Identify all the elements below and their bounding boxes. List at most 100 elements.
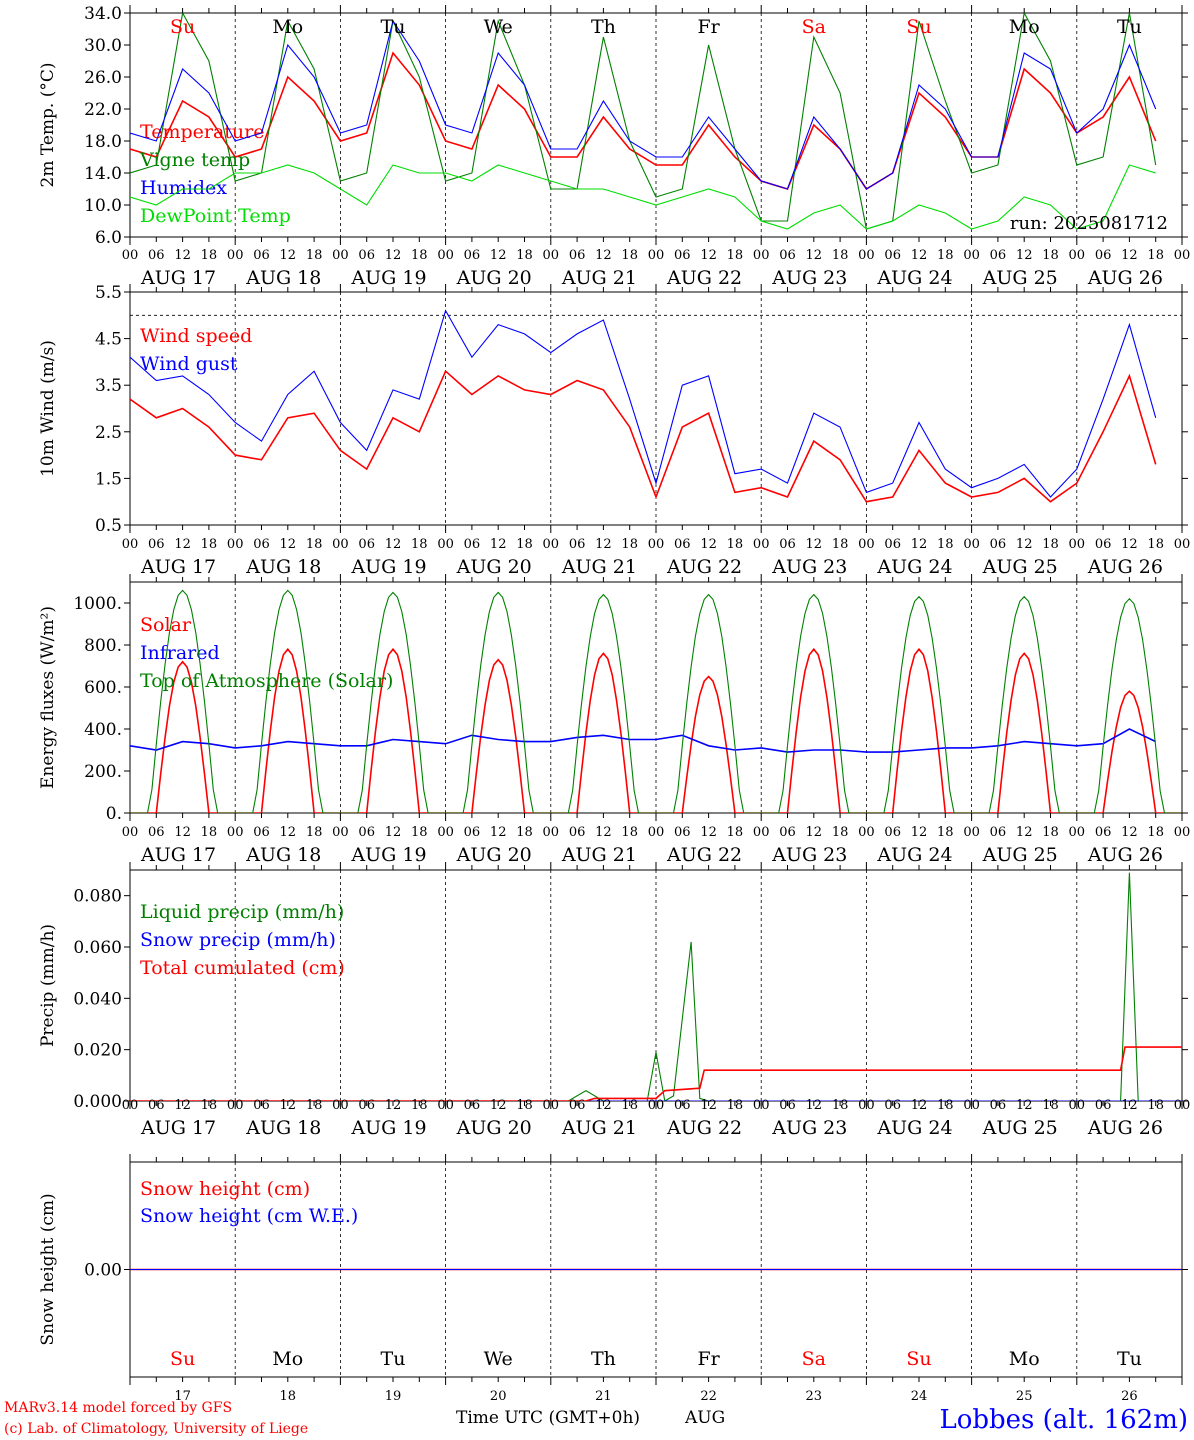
hour-tick-label: 06	[990, 825, 1007, 840]
hour-tick-label: 00	[227, 1098, 244, 1113]
date-label: AUG 19	[350, 1117, 426, 1139]
hour-tick-label: 00	[753, 537, 770, 552]
hour-tick-label: 12	[490, 1098, 507, 1113]
footer-credit: (c) Lab. of Climatology, University of L…	[4, 1421, 308, 1437]
day-number-label: 23	[806, 1389, 823, 1404]
date-label: AUG 24	[876, 556, 952, 578]
hour-tick-label: 12	[385, 1098, 402, 1113]
series-line-2	[130, 309, 1157, 498]
y-tick-label: 6.0	[95, 228, 122, 248]
hour-tick-label: 18	[1147, 1098, 1164, 1113]
hour-tick-label: 06	[1095, 825, 1112, 840]
hour-tick-label: 12	[911, 537, 928, 552]
hour-tick-label: 12	[595, 825, 612, 840]
series-line-3	[130, 19, 1157, 190]
hour-tick-label: 18	[1042, 825, 1059, 840]
date-label: AUG 25	[982, 556, 1058, 578]
day-number-label: 24	[911, 1389, 928, 1404]
date-label: AUG 17	[140, 556, 216, 578]
hour-tick-label: 06	[779, 825, 796, 840]
y-tick-label: 2.5	[95, 423, 122, 443]
hour-tick-label: 18	[1147, 537, 1164, 552]
hour-tick-label: 18	[411, 1098, 428, 1113]
hour-tick-label: 18	[516, 1098, 533, 1113]
hour-tick-label: 18	[516, 825, 533, 840]
hour-tick-label: 12	[280, 537, 297, 552]
weekday-label: Su	[170, 16, 195, 38]
hour-tick-label: 18	[1042, 1098, 1059, 1113]
date-label: AUG 20	[456, 267, 532, 289]
hour-tick-label: 06	[1095, 248, 1112, 263]
hour-tick-label: 00	[122, 537, 139, 552]
date-label: AUG 19	[350, 556, 426, 578]
hour-tick-label: 00	[227, 825, 244, 840]
hour-tick-label: 00	[1069, 537, 1086, 552]
hour-tick-label: 00	[963, 825, 980, 840]
hour-tick-label: 12	[700, 825, 717, 840]
hour-tick-label: 12	[385, 248, 402, 263]
hour-tick-label: 18	[411, 537, 428, 552]
date-label: AUG 25	[982, 267, 1058, 289]
hour-tick-label: 00	[543, 825, 560, 840]
hour-tick-label: 12	[1121, 825, 1138, 840]
date-label: AUG 22	[666, 267, 742, 289]
y-tick-label: 4.5	[95, 330, 122, 350]
weekday-label: Mo	[272, 1348, 303, 1370]
hour-tick-label: 12	[1121, 248, 1138, 263]
weekday-label: Su	[906, 16, 931, 38]
hour-tick-label: 18	[727, 537, 744, 552]
series-line-1	[130, 647, 1182, 813]
y-tick-label: 34.0	[84, 4, 122, 24]
weekday-label: Mo	[1009, 16, 1040, 38]
hour-tick-label: 12	[490, 825, 507, 840]
legend-entry: Infrared	[140, 642, 220, 664]
hour-tick-label: 00	[1069, 825, 1086, 840]
legend-entry: Vigne temp	[139, 149, 250, 171]
hour-tick-label: 18	[832, 537, 849, 552]
day-number-label: 22	[700, 1389, 717, 1404]
legend-entry: Snow height (cm)	[140, 1178, 310, 1200]
y-tick-label: 30.0	[84, 36, 122, 56]
panel-2: 0.5 1.5 2.5 3.5 4.5 5.5 10m Wind (m/s) Wind spe…	[38, 283, 1190, 578]
date-label: AUG 17	[140, 1117, 216, 1139]
hour-tick-label: 12	[911, 1098, 928, 1113]
hour-tick-label: 18	[306, 825, 323, 840]
hour-tick-label: 06	[884, 248, 901, 263]
hour-tick-label: 00	[963, 537, 980, 552]
hour-tick-label: 06	[358, 825, 375, 840]
hour-tick-label: 12	[700, 248, 717, 263]
date-label: AUG 18	[245, 267, 321, 289]
hour-tick-label: 00	[437, 537, 454, 552]
hour-tick-label: 06	[990, 248, 1007, 263]
hour-tick-label: 06	[253, 1098, 270, 1113]
hour-tick-label: 18	[201, 1098, 218, 1113]
y-tick-label: 1000.	[73, 594, 122, 614]
hour-tick-label: 00	[963, 248, 980, 263]
y-tick-label: 0.	[106, 804, 122, 824]
y-tick-label: 0.00	[84, 1261, 122, 1281]
hour-tick-label: 18	[727, 248, 744, 263]
hour-tick-label: 18	[621, 1098, 638, 1113]
hour-tick-label: 06	[569, 248, 586, 263]
y-axis-label: Energy fluxes (W/m²)	[38, 606, 58, 789]
hour-tick-label: 06	[358, 248, 375, 263]
day-number-label: 26	[1121, 1389, 1138, 1404]
hour-tick-label: 18	[201, 825, 218, 840]
hour-tick-label: 00	[648, 1098, 665, 1113]
y-tick-label: 26.0	[84, 68, 122, 88]
date-label: AUG 25	[982, 1117, 1058, 1139]
y-tick-label: 400.	[84, 720, 122, 740]
hour-tick-label: 06	[464, 248, 481, 263]
chart-panels: 6.0 10.0 14.0 18.0 22.0 26.0 30.0 34.0 2m Temp. …	[38, 4, 1190, 1404]
hour-tick-label: 00	[1069, 1098, 1086, 1113]
y-tick-label: 0.5	[95, 516, 122, 536]
date-label: AUG 22	[666, 844, 742, 866]
hour-tick-label: 00	[1174, 1098, 1191, 1113]
hour-tick-label: 00	[332, 825, 349, 840]
hour-tick-label: 06	[674, 825, 691, 840]
hour-tick-label: 00	[122, 248, 139, 263]
hour-tick-label: 06	[569, 825, 586, 840]
hour-tick-label: 06	[674, 1098, 691, 1113]
hour-tick-label: 18	[832, 248, 849, 263]
hour-tick-label: 18	[621, 248, 638, 263]
